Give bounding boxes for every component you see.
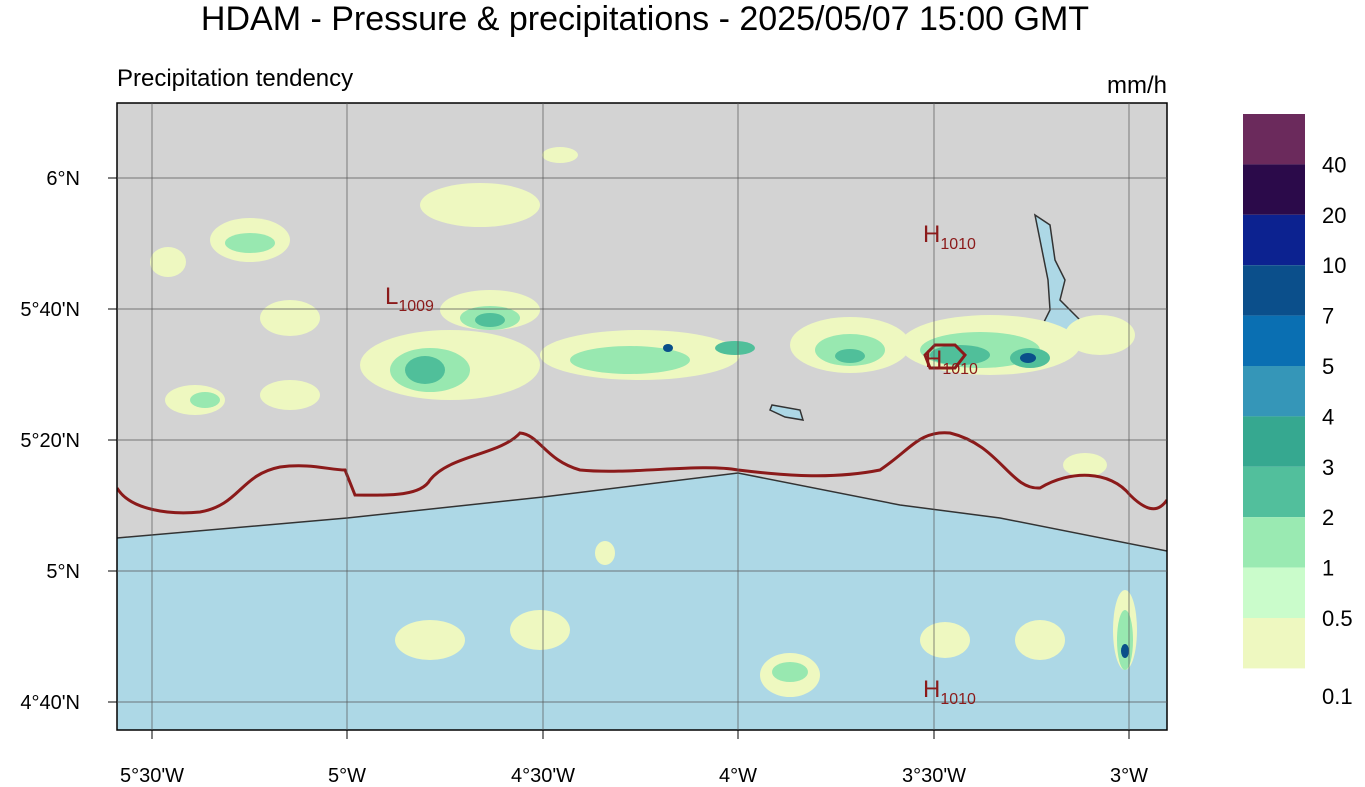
legend-label: 0.5 bbox=[1322, 606, 1353, 631]
pressure-center: H1010 bbox=[925, 346, 978, 378]
isobar bbox=[117, 431, 1167, 515]
subtitle: Precipitation tendency bbox=[117, 65, 353, 92]
legend-label: 5 bbox=[1322, 354, 1334, 379]
map-frame bbox=[116, 102, 1168, 731]
latitude-label: 6°N bbox=[46, 168, 80, 190]
pressure-letter: H bbox=[923, 676, 940, 703]
longitude-label: 3°W bbox=[1110, 765, 1148, 787]
legend-label: 1 bbox=[1322, 556, 1334, 581]
legend: 40 20 10 7 5 4 3 2 1 0.5 0.1 bbox=[1243, 114, 1353, 709]
longitude-label: 4°W bbox=[719, 765, 757, 787]
legend-swatch bbox=[1243, 366, 1305, 417]
legend-swatch bbox=[1243, 416, 1305, 467]
pressure-letter: H bbox=[925, 346, 942, 373]
legend-swatch bbox=[1243, 466, 1305, 518]
longitude-label: 4°30'W bbox=[511, 765, 575, 787]
longitude-label: 5°30'W bbox=[120, 765, 184, 787]
title: HDAM - Pressure & precipitations - 2025/… bbox=[201, 0, 1089, 38]
legend-swatch bbox=[1243, 214, 1305, 266]
legend-swatch bbox=[1243, 265, 1305, 316]
legend-swatch bbox=[1243, 114, 1305, 165]
legend-swatch bbox=[1243, 315, 1305, 366]
legend-label: 3 bbox=[1322, 455, 1334, 480]
latitude-label: 5°20'N bbox=[20, 430, 80, 452]
legend-swatch bbox=[1243, 618, 1305, 669]
latitude-label: 4°40'N bbox=[20, 692, 80, 714]
isobar bbox=[923, 343, 967, 370]
map: 6°N 5°40'N 5°20'N 5°N 4°40'N 5°30'W 5°W 4°30'W 4… bbox=[20, 102, 1168, 787]
pressure-value: 1010 bbox=[940, 691, 976, 708]
pressure-value: 1010 bbox=[940, 236, 976, 253]
pressure-value: 1010 bbox=[942, 361, 978, 378]
legend-swatch bbox=[1243, 567, 1305, 618]
latitude-label: 5°40'N bbox=[20, 299, 80, 321]
legend-swatch bbox=[1243, 164, 1305, 215]
longitude-label: 5°W bbox=[328, 765, 366, 787]
legend-label: 4 bbox=[1322, 404, 1334, 429]
pressure-letter: L bbox=[385, 283, 398, 310]
lagoon bbox=[769, 404, 805, 421]
pressure-center: H1010 bbox=[923, 221, 976, 253]
legend-label: 2 bbox=[1322, 505, 1334, 530]
pressure-center: L1009 bbox=[385, 283, 434, 315]
legend-label: 10 bbox=[1322, 253, 1346, 278]
legend-label: 40 bbox=[1322, 152, 1346, 177]
pressure-letter: H bbox=[923, 221, 940, 248]
precipitation bbox=[150, 147, 1137, 697]
pressure-value: 1009 bbox=[398, 298, 434, 315]
ocean bbox=[117, 473, 1167, 730]
unit: mm/h bbox=[1107, 72, 1167, 99]
latitude-label: 5°N bbox=[46, 561, 80, 583]
legend-label: 20 bbox=[1322, 203, 1346, 228]
longitude-label: 3°30'W bbox=[902, 765, 966, 787]
pressure-center: H1010 bbox=[923, 676, 976, 708]
legend-label: 0.1 bbox=[1322, 684, 1353, 709]
legend-label: 7 bbox=[1322, 304, 1334, 329]
legend-swatch bbox=[1243, 517, 1305, 568]
